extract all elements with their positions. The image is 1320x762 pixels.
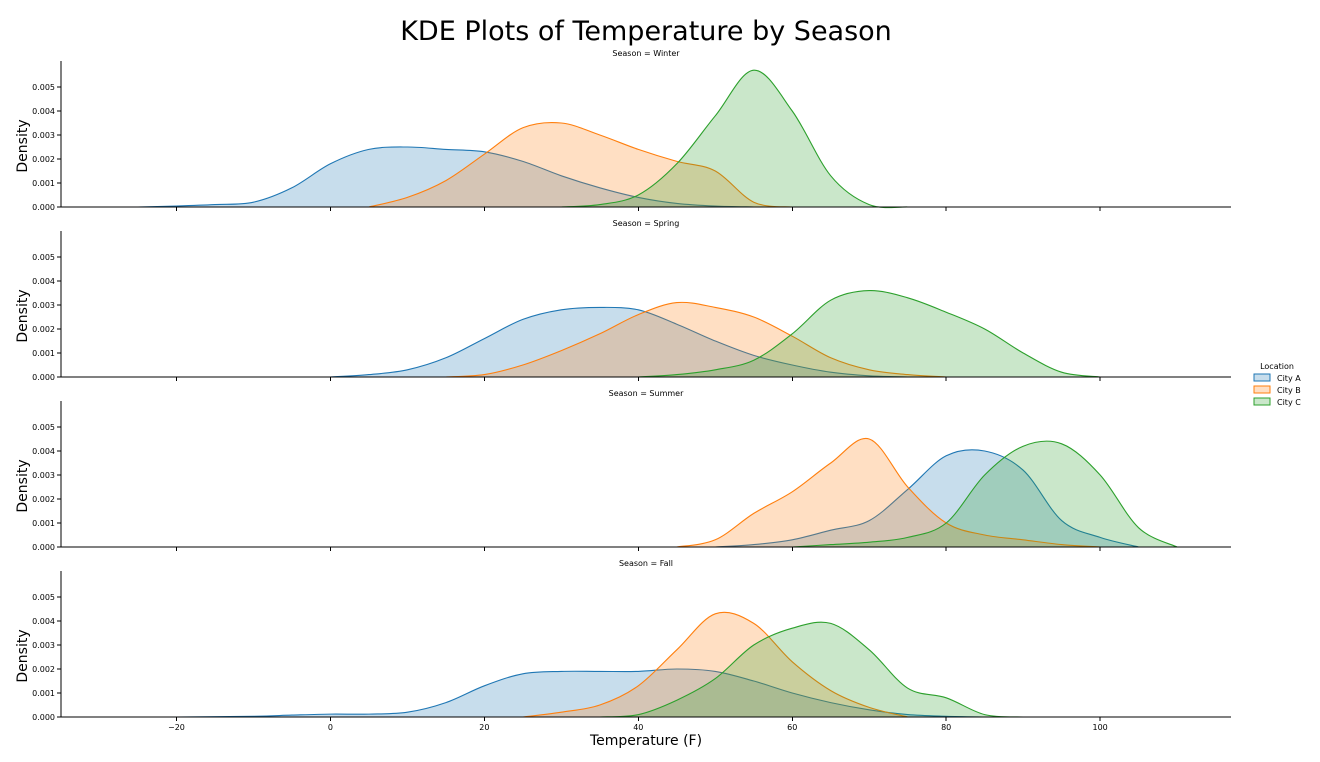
kde-line-city-c: [599, 621, 1024, 718]
kde-area-city-b: [368, 122, 793, 207]
x-tick-label: −20: [168, 723, 185, 732]
y-tick-label: 0.002: [32, 495, 55, 504]
y-tick-label: 0.001: [32, 519, 55, 528]
facet-title: Season = Winter: [612, 49, 680, 58]
legend-swatch: [1253, 397, 1271, 406]
facet-panel: Season = Summer Density 0.000 0.001 0.002 0.0…: [15, 389, 1231, 552]
kde-line-city-a: [330, 306, 908, 378]
facet-panel: Season = Winter Density 0.000 0.001 0.002 0.0…: [15, 49, 1231, 212]
y-tick-label: 0.000: [32, 203, 55, 212]
facet-title: Season = Fall: [619, 559, 673, 568]
facet-panels: Season = Winter Density 0.000 0.001 0.002 0.0…: [15, 49, 1231, 732]
y-tick-label: 0.003: [32, 131, 55, 140]
y-axis-label: Density: [15, 119, 31, 172]
chart-title: KDE Plots of Temperature by Season: [400, 16, 892, 47]
y-tick-label: 0.001: [32, 689, 55, 698]
y-tick-label: 0.002: [32, 325, 55, 334]
kde-area-city-b: [676, 438, 1101, 547]
facet-title: Season = Summer: [609, 389, 684, 398]
legend-label: City C: [1277, 398, 1301, 407]
facet-panel: Season = Fall Density 0.000 0.001 0.002 0.003…: [15, 559, 1231, 732]
y-tick-label: 0.005: [32, 423, 55, 432]
y-tick-label: 0.004: [32, 617, 55, 626]
y-tick-label: 0.000: [32, 373, 55, 382]
kde-area-city-b: [445, 302, 947, 377]
x-tick-label: 0: [328, 723, 333, 732]
facet-panel: Season = Spring Density 0.000 0.001 0.002 0.0…: [15, 219, 1231, 382]
y-tick-label: 0.003: [32, 301, 55, 310]
y-tick-label: 0.000: [32, 713, 55, 722]
x-tick-label: 40: [633, 723, 643, 732]
kde-area-city-c: [792, 441, 1178, 547]
y-tick-label: 0.005: [32, 593, 55, 602]
legend-swatch: [1253, 373, 1271, 382]
y-tick-label: 0.004: [32, 277, 55, 286]
kde-line-city-c: [638, 290, 1101, 378]
y-tick-label: 0.001: [32, 349, 55, 358]
kde-area-city-a: [330, 307, 908, 377]
legend: Location City A City B City C: [1253, 362, 1301, 407]
kde-line-city-c: [561, 69, 908, 209]
y-tick-label: 0.002: [32, 665, 55, 674]
kde-line-city-b: [445, 301, 947, 378]
kde-line-city-a: [176, 668, 985, 718]
kde-area-city-c: [638, 290, 1101, 377]
kde-line-city-b: [368, 121, 793, 208]
legend-label: City B: [1277, 386, 1301, 395]
y-tick-label: 0.000: [32, 543, 55, 552]
kde-area-city-c: [561, 70, 908, 208]
facet-title: Season = Spring: [613, 219, 680, 228]
y-tick-label: 0.005: [32, 253, 55, 262]
kde-area-city-c: [599, 622, 1024, 717]
kde-line-city-a: [715, 449, 1139, 548]
legend-swatch: [1253, 385, 1271, 394]
kde-area-city-b: [522, 612, 908, 717]
kde-line-city-a: [137, 146, 754, 208]
kde-area-city-a: [715, 449, 1139, 547]
y-tick-label: 0.003: [32, 641, 55, 650]
kde-area-city-a: [137, 146, 754, 207]
kde-line-city-c: [792, 440, 1178, 548]
x-tick-label: 100: [1093, 723, 1108, 732]
x-tick-label: 80: [941, 723, 951, 732]
y-tick-label: 0.005: [32, 83, 55, 92]
y-tick-label: 0.004: [32, 107, 55, 116]
legend-title: Location: [1260, 362, 1294, 371]
y-tick-label: 0.002: [32, 155, 55, 164]
y-axis-label: Density: [15, 459, 31, 512]
y-tick-label: 0.001: [32, 179, 55, 188]
y-tick-label: 0.003: [32, 471, 55, 480]
y-axis-label: Density: [15, 289, 31, 342]
x-tick-label: 20: [479, 723, 489, 732]
kde-area-city-a: [176, 669, 985, 717]
y-axis-label: Density: [15, 629, 31, 682]
x-tick-label: 60: [787, 723, 797, 732]
kde-line-city-b: [676, 437, 1101, 548]
y-tick-label: 0.004: [32, 447, 55, 456]
legend-label: City A: [1277, 374, 1301, 383]
kde-line-city-b: [522, 611, 908, 718]
x-axis-label: Temperature (F): [589, 733, 702, 749]
